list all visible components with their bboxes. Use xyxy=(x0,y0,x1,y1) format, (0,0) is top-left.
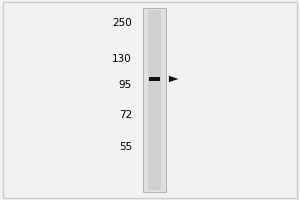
Text: 130: 130 xyxy=(112,54,132,64)
Text: 72: 72 xyxy=(119,110,132,120)
Text: 55: 55 xyxy=(119,142,132,152)
Text: 95: 95 xyxy=(119,80,132,90)
Bar xyxy=(143,8,166,192)
Text: 250: 250 xyxy=(112,18,132,28)
Bar xyxy=(148,10,161,190)
Bar xyxy=(149,77,160,81)
Polygon shape xyxy=(169,76,178,82)
